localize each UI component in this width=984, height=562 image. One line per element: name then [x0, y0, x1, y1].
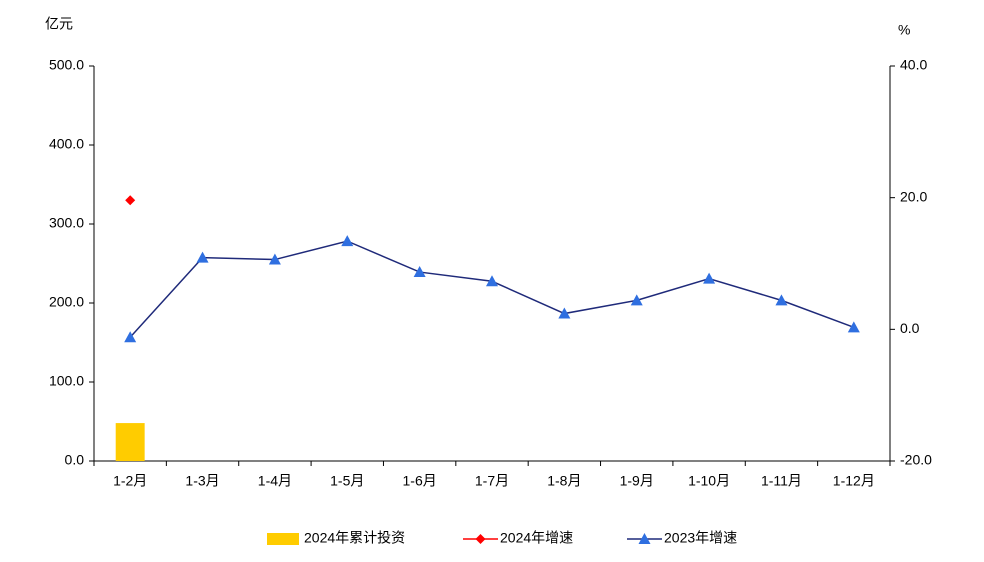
- marker: [630, 294, 643, 306]
- y2-tick-label: 40.0: [900, 57, 927, 73]
- y-unit: 亿元: [45, 16, 73, 32]
- y2-unit: %: [898, 22, 910, 38]
- x-tick-label: 1-4月: [258, 473, 292, 489]
- marker: [775, 294, 788, 306]
- bar: [115, 423, 145, 461]
- y2-tick-label: 0.0: [900, 320, 920, 336]
- x-tick-label: 1-3月: [185, 473, 219, 489]
- x-tick-label: 1-9月: [620, 473, 654, 489]
- x-tick-label: 1-11月: [761, 473, 802, 489]
- x-tick-label: 1-12月: [833, 473, 875, 489]
- y-tick-label: 100.0: [49, 373, 84, 389]
- marker: [124, 331, 137, 343]
- y-tick-label: 300.0: [49, 215, 84, 231]
- x-tick-label: 1-7月: [475, 473, 509, 489]
- marker: [703, 272, 716, 284]
- marker: [268, 253, 281, 265]
- marker: [125, 195, 136, 206]
- x-tick-label: 1-2月: [113, 473, 147, 489]
- legend-label: 2024年累计投资: [304, 530, 405, 546]
- y2-tick-label: -20.0: [900, 452, 932, 468]
- x-tick-label: 1-10月: [688, 473, 730, 489]
- y-tick-label: 0.0: [65, 452, 85, 468]
- legend-marker: [638, 533, 651, 544]
- y-tick-label: 400.0: [49, 136, 84, 152]
- marker: [413, 266, 426, 278]
- line: [129, 240, 855, 338]
- legend-label: 2023年增速: [664, 530, 737, 546]
- marker: [847, 321, 860, 333]
- y2-tick-label: 20.0: [900, 188, 927, 204]
- y-tick-label: 500.0: [49, 57, 84, 73]
- legend-marker: [475, 534, 486, 544]
- marker: [196, 251, 209, 263]
- legend-swatch: [267, 533, 299, 545]
- y-tick-label: 200.0: [49, 294, 84, 310]
- x-tick-label: 1-5月: [330, 473, 364, 489]
- marker: [486, 275, 498, 287]
- marker: [341, 235, 354, 247]
- legend-label: 2024年增速: [500, 530, 573, 546]
- x-tick-label: 1-6月: [403, 473, 437, 489]
- x-tick-label: 1-8月: [547, 473, 581, 489]
- marker: [558, 307, 571, 319]
